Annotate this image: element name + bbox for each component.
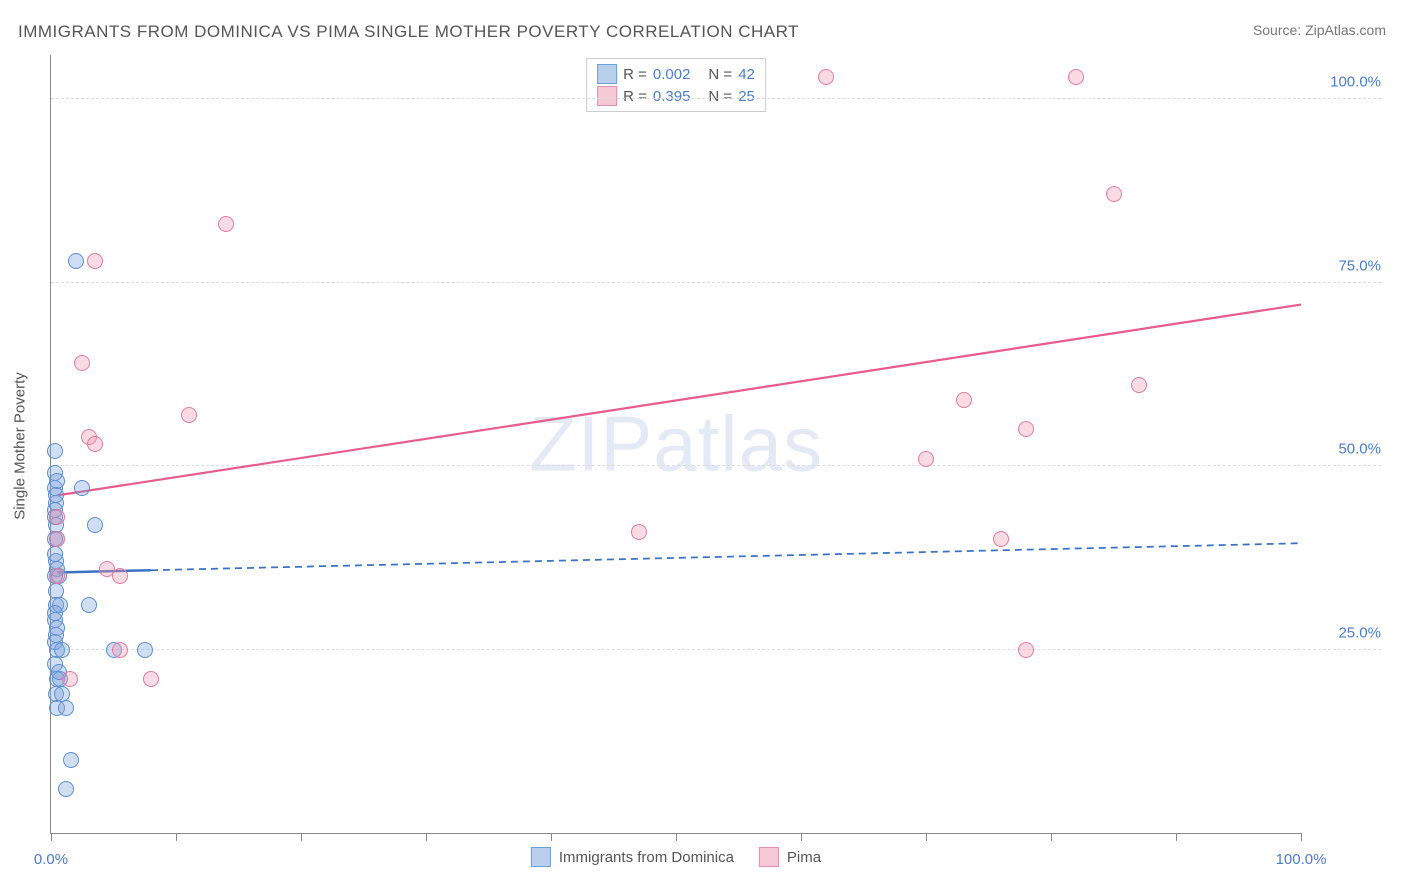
scatter-point bbox=[58, 781, 74, 797]
source-label: Source: bbox=[1253, 22, 1305, 38]
y-tick-label: 100.0% bbox=[1311, 74, 1381, 91]
y-axis-label: Single Mother Poverty bbox=[12, 372, 29, 520]
x-tick-label: 0.0% bbox=[34, 851, 68, 868]
chart-title: IMMIGRANTS FROM DOMINICA VS PIMA SINGLE … bbox=[18, 22, 799, 42]
x-tick bbox=[426, 833, 427, 841]
scatter-point bbox=[54, 686, 70, 702]
y-tick-label: 50.0% bbox=[1311, 441, 1381, 458]
scatter-point bbox=[1106, 186, 1122, 202]
scatter-point bbox=[87, 436, 103, 452]
legend-series-label: Immigrants from Dominica bbox=[559, 849, 734, 866]
x-tick bbox=[1176, 833, 1177, 841]
scatter-point bbox=[68, 253, 84, 269]
scatter-point bbox=[62, 671, 78, 687]
legend-swatch bbox=[759, 847, 779, 867]
plot-area: ZIPatlas R = 0.002N = 42R = 0.395N = 25 … bbox=[50, 55, 1301, 834]
scatter-point bbox=[818, 69, 834, 85]
scatter-point bbox=[74, 355, 90, 371]
scatter-point bbox=[112, 642, 128, 658]
scatter-point bbox=[956, 392, 972, 408]
scatter-point bbox=[74, 480, 90, 496]
scatter-point bbox=[112, 568, 128, 584]
scatter-point bbox=[49, 509, 65, 525]
source-name: ZipAtlas.com bbox=[1305, 22, 1386, 38]
scatter-point bbox=[1068, 69, 1084, 85]
scatter-point bbox=[49, 531, 65, 547]
scatter-point bbox=[87, 253, 103, 269]
x-tick bbox=[551, 833, 552, 841]
scatter-point bbox=[918, 451, 934, 467]
scatter-point bbox=[48, 583, 64, 599]
scatter-point bbox=[54, 642, 70, 658]
legend-series: Immigrants from Dominica Pima bbox=[531, 847, 821, 867]
scatter-point bbox=[137, 642, 153, 658]
scatter-point bbox=[48, 627, 64, 643]
scatter-point bbox=[218, 216, 234, 232]
scatter-point bbox=[1131, 377, 1147, 393]
x-tick bbox=[801, 833, 802, 841]
scatter-point bbox=[181, 407, 197, 423]
scatter-point bbox=[63, 752, 79, 768]
x-tick bbox=[1051, 833, 1052, 841]
x-tick bbox=[51, 833, 52, 841]
scatter-point bbox=[1018, 421, 1034, 437]
y-tick-label: 25.0% bbox=[1311, 624, 1381, 641]
scatter-point bbox=[1018, 642, 1034, 658]
scatter-point bbox=[47, 605, 63, 621]
scatter-point bbox=[48, 487, 64, 503]
x-tick bbox=[1301, 833, 1302, 841]
scatter-point bbox=[993, 531, 1009, 547]
x-tick-label: 100.0% bbox=[1276, 851, 1327, 868]
scatter-point bbox=[81, 597, 97, 613]
chart-container: IMMIGRANTS FROM DOMINICA VS PIMA SINGLE … bbox=[0, 0, 1406, 892]
x-tick bbox=[301, 833, 302, 841]
y-tick-label: 75.0% bbox=[1311, 257, 1381, 274]
scatter-point bbox=[47, 443, 63, 459]
legend-series-label: Pima bbox=[787, 849, 821, 866]
legend-swatch bbox=[531, 847, 551, 867]
scatter-point bbox=[143, 671, 159, 687]
scatter-point bbox=[49, 568, 65, 584]
scatter-point bbox=[58, 700, 74, 716]
scatter-point bbox=[87, 517, 103, 533]
scatter-point bbox=[49, 473, 65, 489]
legend-series-item: Pima bbox=[759, 847, 821, 867]
scatter-point bbox=[47, 546, 63, 562]
x-tick bbox=[176, 833, 177, 841]
trend-overlay bbox=[51, 55, 1301, 833]
scatter-point bbox=[631, 524, 647, 540]
x-tick bbox=[676, 833, 677, 841]
x-tick bbox=[926, 833, 927, 841]
legend-series-item: Immigrants from Dominica bbox=[531, 847, 734, 867]
source-attribution: Source: ZipAtlas.com bbox=[1253, 22, 1386, 38]
